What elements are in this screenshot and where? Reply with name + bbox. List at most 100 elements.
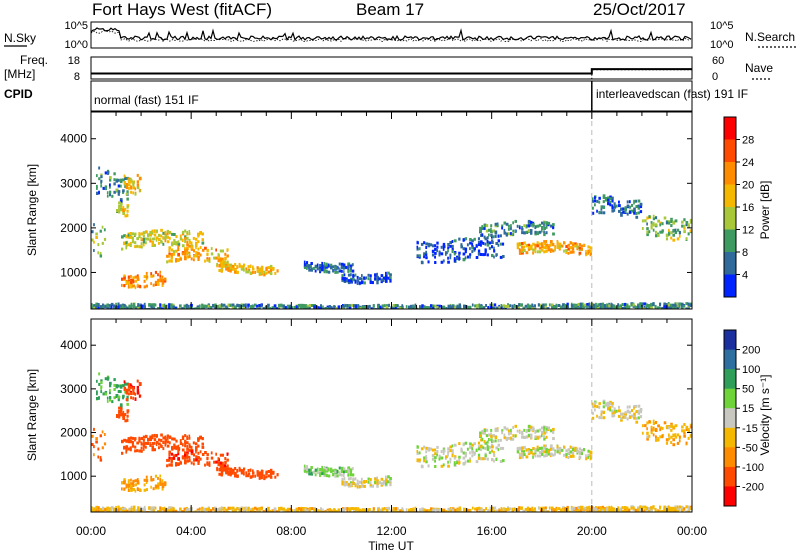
velocity-echo-cell bbox=[224, 457, 227, 460]
velocity-echo-cell bbox=[676, 441, 680, 445]
power-echo-cell bbox=[231, 307, 234, 309]
power-echo-cell bbox=[302, 305, 305, 309]
power-echo-cell bbox=[314, 269, 317, 273]
velocity-echo-cell bbox=[425, 460, 428, 464]
power-echo-cell bbox=[523, 245, 526, 249]
power-echo-cell bbox=[272, 310, 274, 313]
power-echo-cell bbox=[512, 229, 515, 233]
power-echo-cell bbox=[119, 200, 123, 204]
power-echo-cell bbox=[510, 224, 512, 228]
velocity-echo-cell bbox=[683, 423, 686, 426]
power-echo-cell bbox=[137, 303, 140, 307]
velocity-echo-cell bbox=[356, 479, 359, 483]
power-echo-cell bbox=[419, 306, 422, 309]
velocity-echo-cell bbox=[181, 448, 185, 452]
power-echo-cell bbox=[139, 307, 142, 309]
power-echo-cell bbox=[122, 178, 125, 182]
velocity-echo-cell bbox=[375, 512, 377, 515]
velocity-echo-cell bbox=[130, 484, 133, 488]
power-echo-cell bbox=[478, 305, 481, 309]
power-echo-cell bbox=[469, 238, 472, 241]
power-echo-cell bbox=[306, 306, 309, 309]
velocity-echo-cell bbox=[516, 450, 520, 454]
power-echo-cell bbox=[351, 263, 354, 267]
velocity-echo-cell bbox=[516, 429, 519, 433]
velocity-echo-cell bbox=[425, 509, 428, 512]
velocity-echo-cell bbox=[516, 446, 520, 450]
velocity-echo-cell bbox=[502, 508, 505, 512]
velocity-echo-cell bbox=[392, 507, 395, 511]
power-echo-cell bbox=[155, 238, 158, 242]
velocity-echo-cell bbox=[652, 433, 655, 437]
power-echo-cell bbox=[109, 176, 112, 180]
power-echo-cell bbox=[685, 307, 688, 309]
power-echo-cell bbox=[195, 241, 198, 245]
power-echo-cell bbox=[483, 235, 486, 239]
power-echo-cell bbox=[197, 247, 200, 251]
power-echo-cell bbox=[645, 304, 649, 307]
velocity-echo-cell bbox=[355, 508, 357, 512]
velocity-echo-cell bbox=[363, 484, 366, 488]
velocity-echo-cell bbox=[381, 510, 384, 512]
velocity-echo-cell bbox=[566, 509, 569, 512]
power-echo-cell bbox=[367, 277, 370, 281]
velocity-echo-cell bbox=[549, 444, 553, 448]
power-echo-cell bbox=[579, 306, 583, 309]
velocity-echo-cell bbox=[153, 448, 156, 452]
power-echo-cell bbox=[323, 265, 326, 269]
power-echo-cell bbox=[406, 309, 408, 312]
velocity-echo-cell bbox=[216, 466, 219, 470]
power-echo-cell bbox=[127, 243, 130, 247]
power-echo-cell bbox=[251, 305, 255, 309]
velocity-echo-cell bbox=[486, 444, 489, 448]
power-echo-cell bbox=[190, 257, 193, 261]
power-echo-cell bbox=[131, 240, 135, 244]
power-echo-cell bbox=[486, 240, 489, 244]
power-echo-cell bbox=[168, 252, 171, 256]
power-echo-cell bbox=[333, 305, 336, 309]
power-echo-cell bbox=[372, 304, 375, 308]
power-echo-cell bbox=[449, 256, 452, 260]
power-echo-cell bbox=[685, 221, 689, 224]
power-echo-cell bbox=[562, 304, 564, 308]
power-echo-cell bbox=[527, 229, 531, 233]
power-echo-cell bbox=[397, 304, 399, 308]
power-echo-cell bbox=[170, 252, 174, 256]
power-echo-cell bbox=[430, 304, 433, 308]
velocity-echo-cell bbox=[646, 431, 649, 435]
power-echo-cell bbox=[93, 223, 95, 227]
power-echo-cell bbox=[600, 207, 603, 211]
power-echo-cell bbox=[119, 304, 122, 308]
power-echo-cell bbox=[425, 253, 427, 257]
velocity-echo-cell bbox=[95, 505, 98, 509]
velocity-echo-cell bbox=[319, 472, 322, 476]
velocity-echo-cell bbox=[394, 507, 398, 511]
power-echo-cell bbox=[597, 307, 600, 309]
power-echo-cell bbox=[639, 205, 643, 209]
velocity-echo-cell bbox=[300, 508, 303, 511]
velocity-echo-cell bbox=[127, 486, 130, 490]
power-echo-cell bbox=[431, 253, 435, 257]
power-echo-cell bbox=[580, 244, 584, 248]
power-echo-cell bbox=[676, 304, 679, 308]
velocity-echo-cell bbox=[476, 509, 479, 512]
power-echo-cell bbox=[327, 264, 330, 268]
power-echo-cell bbox=[512, 221, 514, 225]
power-echo-cell bbox=[537, 303, 540, 307]
power-echo-cell bbox=[165, 305, 169, 309]
velocity-echo-cell bbox=[425, 446, 429, 450]
power-echo-cell bbox=[325, 265, 328, 269]
velocity-echo-cell bbox=[197, 439, 200, 442]
power-echo-cell bbox=[247, 303, 250, 307]
power-echo-cell bbox=[663, 305, 666, 309]
power-echo-cell bbox=[423, 241, 426, 245]
power-echo-cell bbox=[258, 304, 261, 307]
power-echo-cell bbox=[145, 271, 148, 275]
power-echo-cell bbox=[120, 202, 123, 206]
velocity-echo-cell bbox=[685, 428, 688, 431]
power-echo-cell bbox=[370, 307, 374, 309]
velocity-echo-cell bbox=[523, 449, 526, 453]
power-echo-cell bbox=[498, 306, 501, 309]
velocity-echo-cell bbox=[347, 468, 350, 472]
power-echo-cell bbox=[201, 303, 204, 307]
